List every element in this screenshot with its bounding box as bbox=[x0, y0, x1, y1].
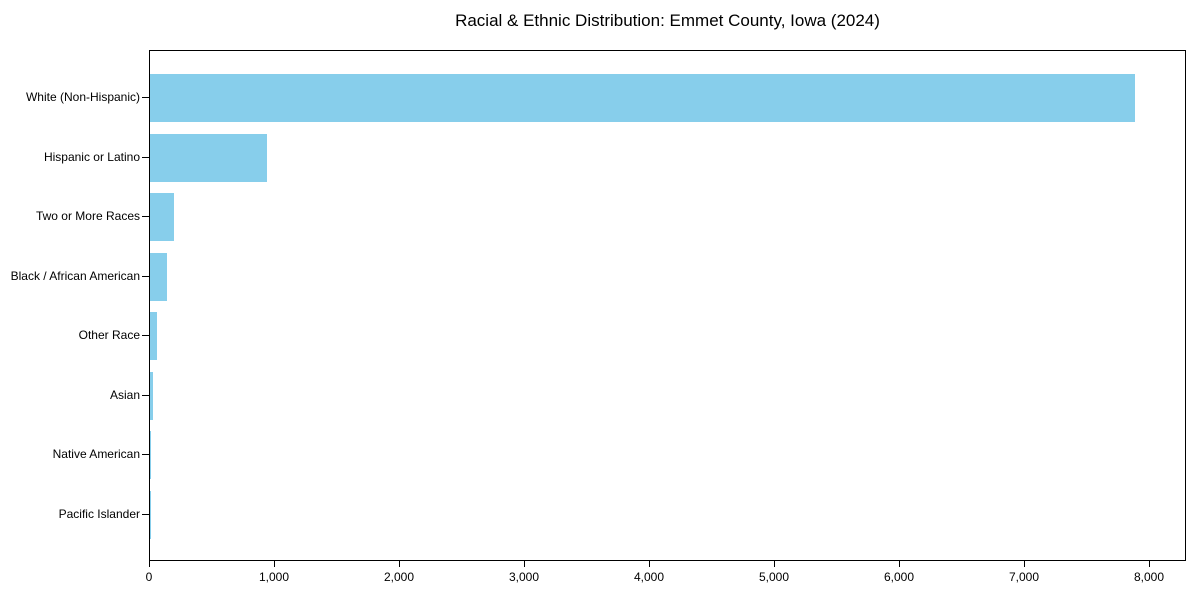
y-axis-label: Other Race bbox=[78, 328, 140, 343]
chart-title: Racial & Ethnic Distribution: Emmet Coun… bbox=[455, 11, 880, 30]
x-tick-mark bbox=[399, 561, 400, 567]
bar bbox=[150, 371, 154, 420]
x-tick-label: 7,000 bbox=[1008, 570, 1040, 584]
x-tick-mark bbox=[149, 561, 150, 567]
x-tick-label: 5,000 bbox=[758, 570, 790, 584]
x-tick-mark bbox=[1149, 561, 1150, 567]
y-axis-label: White (Non-Hispanic) bbox=[25, 90, 140, 104]
x-tick-mark bbox=[274, 561, 275, 567]
y-tick-mark bbox=[142, 97, 149, 98]
y-tick-mark bbox=[142, 454, 149, 456]
y-axis-label: Pacific Islander bbox=[58, 506, 140, 521]
x-tick-label: 2,000 bbox=[383, 570, 415, 584]
x-tick-mark bbox=[899, 561, 900, 567]
y-axis-label: Black / African American bbox=[10, 268, 140, 283]
x-tick-mark bbox=[1024, 561, 1025, 567]
x-tick-mark bbox=[774, 561, 775, 567]
y-tick-mark bbox=[142, 156, 149, 158]
y-axis-ticks bbox=[142, 50, 149, 561]
y-axis-label: Hispanic or Latino bbox=[43, 149, 140, 164]
y-axis-labels: White (Non-Hispanic) Hispanic or Latino Tw… bbox=[0, 50, 140, 561]
bar bbox=[150, 252, 168, 301]
bar bbox=[150, 431, 151, 480]
plot-area bbox=[149, 50, 1186, 561]
bar bbox=[150, 312, 157, 361]
x-tick-label: 1,000 bbox=[258, 570, 290, 584]
x-tick-mark bbox=[649, 561, 650, 567]
bar bbox=[150, 133, 267, 182]
y-tick-mark bbox=[142, 275, 149, 277]
y-axis-label: Two or More Races bbox=[35, 209, 140, 224]
y-tick-mark bbox=[142, 216, 149, 218]
y-axis-label: Native American bbox=[52, 447, 140, 462]
x-tick-label: 3,000 bbox=[508, 570, 540, 584]
y-tick-mark bbox=[142, 335, 149, 337]
bar bbox=[150, 74, 1135, 122]
x-tick-label: 0 bbox=[145, 570, 153, 584]
x-tick-label: 8,000 bbox=[1133, 570, 1165, 584]
y-tick-mark bbox=[142, 394, 149, 396]
bar bbox=[150, 193, 175, 242]
x-tick-label: 6,000 bbox=[883, 570, 915, 584]
x-axis: 0 1,000 2,000 3,000 4,000 5,000 6,000 7,000 8,00… bbox=[145, 561, 1186, 599]
x-tick-mark bbox=[524, 561, 525, 567]
y-axis-label: Asian bbox=[109, 387, 140, 402]
x-tick-label: 4,000 bbox=[633, 570, 665, 584]
y-tick-mark bbox=[142, 513, 149, 515]
